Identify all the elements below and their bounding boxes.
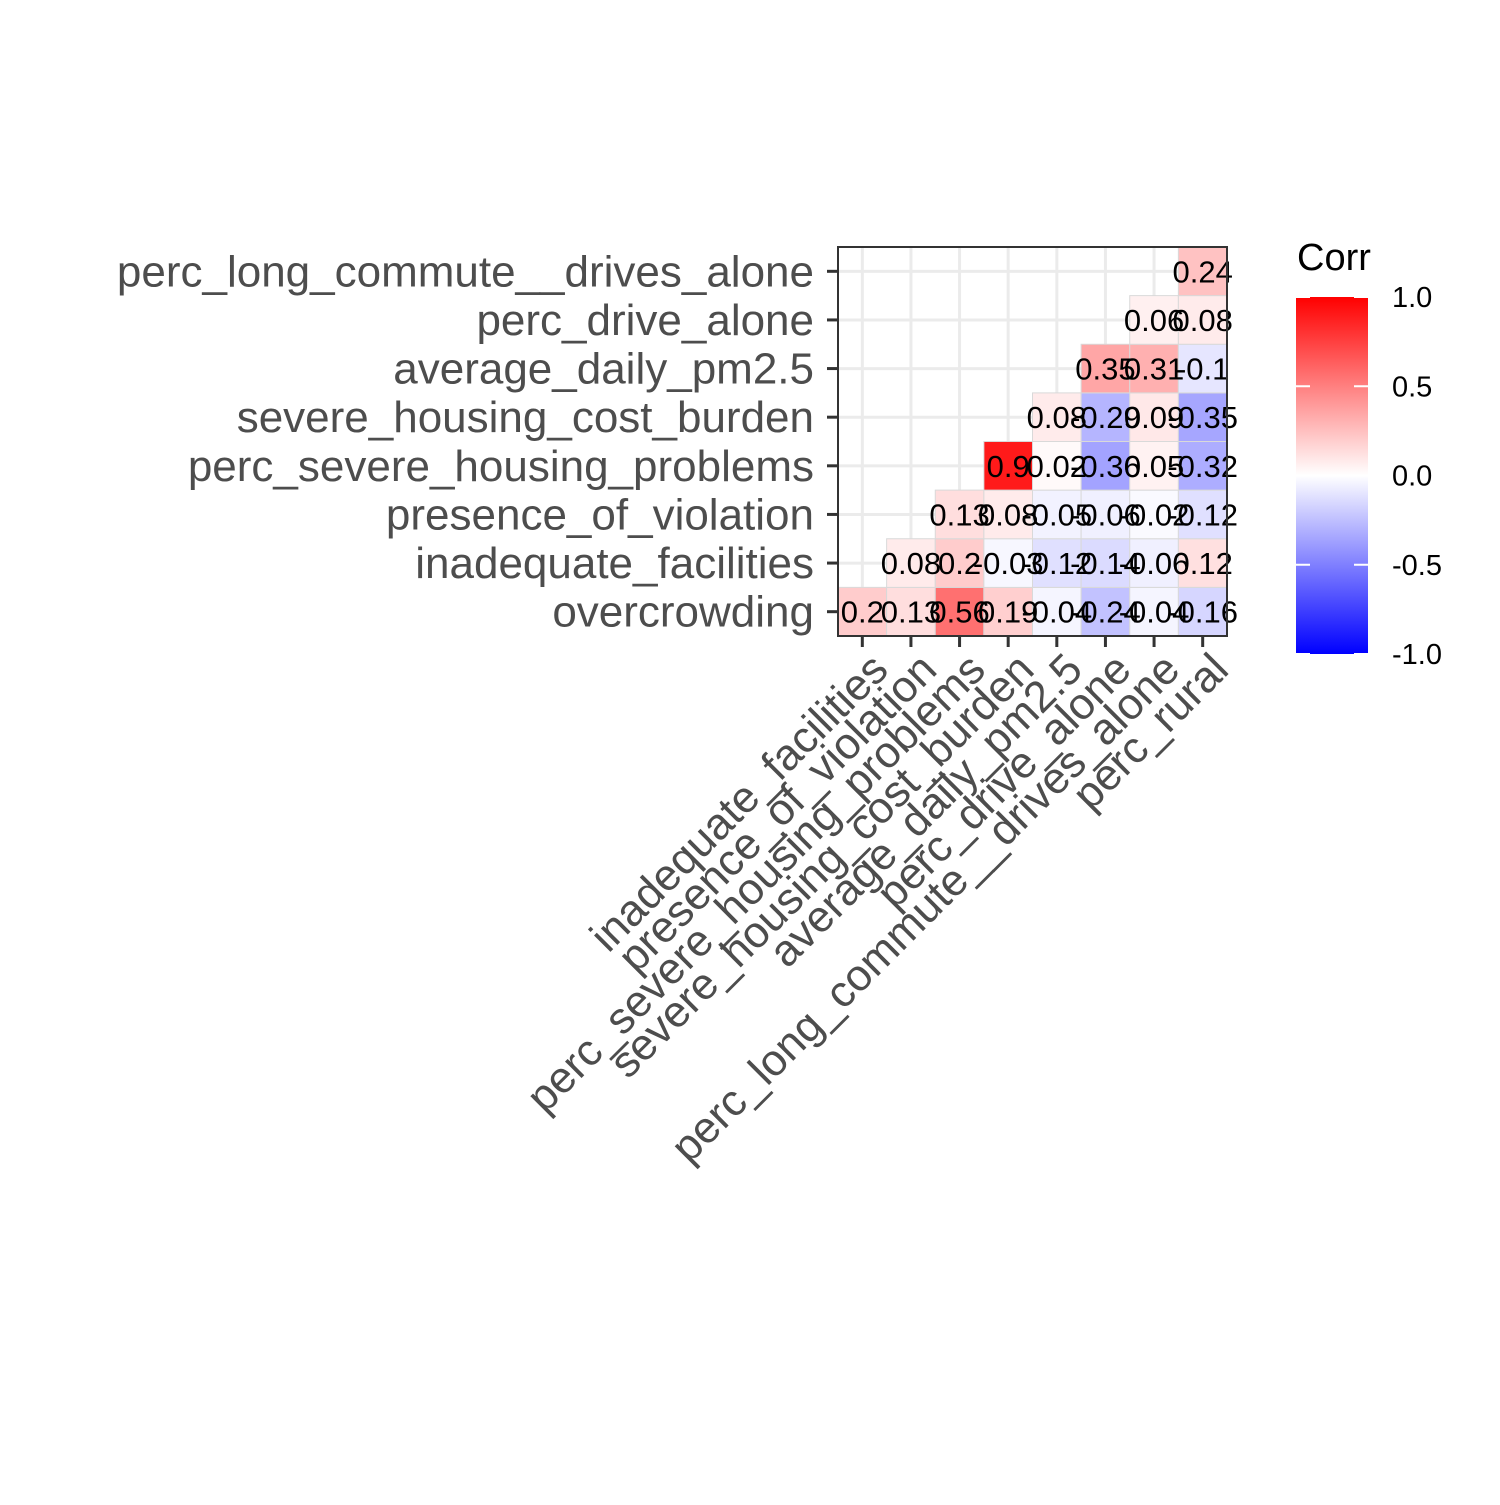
- heatmap-cell: [1032, 441, 1082, 491]
- cell-value-label: 0.06: [1124, 303, 1184, 338]
- cell-value-label: 0.2: [841, 595, 884, 630]
- x-axis: inadequate_facilitiespresence_of_violati…: [517, 636, 1238, 1172]
- cell-value-label: 0.13: [929, 497, 989, 532]
- heatmap-cell: [1129, 586, 1179, 637]
- cell-value-label: 0.24: [1173, 254, 1233, 289]
- cell-value-label: -0.06: [1070, 497, 1141, 532]
- heatmap-cell: [886, 538, 936, 588]
- y-tick-label: perc_long_commute__drives_alone: [117, 247, 814, 296]
- cell-value-label: -0.06: [1119, 546, 1190, 581]
- heatmap-cell: [1032, 489, 1082, 540]
- heatmap-cell: [1177, 295, 1228, 345]
- color-legend: Corr 1.0 0.5 0.0 -0.5 -1.0: [1296, 237, 1442, 671]
- cell-value-label: 0.2: [938, 546, 981, 581]
- cell-value-label: -0.36: [1070, 449, 1141, 484]
- y-tick-label: average_daily_pm2.5: [393, 345, 814, 394]
- cell-value-label: 0.02: [1027, 449, 1087, 484]
- heatmap-cell: [1129, 295, 1179, 345]
- heatmap-cell: [1177, 441, 1228, 491]
- cell-value-label: 0.08: [881, 546, 941, 581]
- heatmap-cell: [1129, 538, 1179, 588]
- heatmap-cell: [1032, 586, 1082, 637]
- cell-value-label: 0.19: [978, 595, 1038, 630]
- cell-value-label: 0.35: [1075, 352, 1135, 387]
- heatmap-cell: [1129, 343, 1179, 394]
- heatmap-cell: [886, 586, 936, 637]
- y-tick-label: perc_drive_alone: [476, 296, 814, 345]
- cell-value-label: -0.14: [1070, 546, 1141, 581]
- heatmap-cell: [1080, 392, 1131, 442]
- legend-tick-label: -0.5: [1392, 550, 1442, 582]
- cell-value-labels: 0.20.130.560.19-0.04-0.24-0.04-0.160.080…: [841, 254, 1238, 629]
- heatmap-cell: [934, 538, 985, 588]
- heatmap-cell: [1177, 586, 1228, 637]
- heatmap-cell: [1129, 392, 1179, 442]
- cell-value-label: 0.08: [1173, 303, 1233, 338]
- cell-value-label: -0.29: [1070, 400, 1141, 435]
- cell-value-label: 0.08: [1027, 400, 1087, 435]
- heatmap-cell: [983, 538, 1033, 588]
- cell-value-label: 0.08: [978, 497, 1038, 532]
- heatmap-cells: [837, 246, 1228, 637]
- cell-value-label: 0.9: [987, 449, 1030, 484]
- plot-panel-border: [837, 246, 1228, 637]
- y-tick-label: inadequate_facilities: [415, 539, 814, 588]
- y-tick-label: severe_housing_cost_burden: [237, 393, 814, 442]
- cell-value-label: 0.09: [1124, 400, 1184, 435]
- heatmap-cell: [1129, 489, 1179, 540]
- cell-value-label: -0.12: [1021, 546, 1092, 581]
- heatmap-cell: [983, 586, 1033, 637]
- y-axis: overcrowdinginadequate_facilitiespresenc…: [117, 247, 838, 637]
- heatmap-cell: [934, 586, 985, 637]
- legend-tick-label: 1.0: [1392, 282, 1432, 314]
- legend-title: Corr: [1297, 237, 1371, 279]
- cell-value-label: -0.03: [973, 546, 1044, 581]
- cell-value-label: 0.05: [1124, 449, 1184, 484]
- legend-tick-label: 0.5: [1392, 371, 1432, 403]
- heatmap-cell: [1129, 441, 1179, 491]
- cell-value-label: -0.04: [1119, 595, 1190, 630]
- y-tick-label: overcrowding: [552, 588, 814, 637]
- cell-value-label: 0.13: [881, 595, 941, 630]
- y-tick-label: presence_of_violation: [386, 490, 814, 539]
- cell-value-label: -0.05: [1021, 497, 1092, 532]
- heatmap-cell: [837, 586, 888, 637]
- cell-value-label: -0.04: [1021, 595, 1092, 630]
- cell-value-label: -0.1: [1176, 352, 1229, 387]
- cell-value-label: 0.56: [929, 595, 989, 630]
- cell-value-label: 0.12: [1173, 546, 1233, 581]
- y-tick-label: perc_severe_housing_problems: [188, 442, 814, 491]
- heatmap-cell: [1032, 392, 1082, 442]
- cell-value-label: -0.02: [1119, 497, 1190, 532]
- cell-value-label: 0.31: [1124, 352, 1184, 387]
- cell-value-label: -0.24: [1070, 595, 1141, 630]
- legend-tick-label: -1.0: [1392, 639, 1442, 671]
- legend-tick-label: 0.0: [1392, 461, 1432, 493]
